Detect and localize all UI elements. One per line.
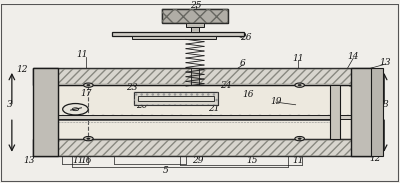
Bar (352, 68, 373, 156)
Circle shape (63, 104, 88, 115)
Bar (32, 68, 58, 156)
Bar (191, 68, 199, 85)
Bar (186, 23, 204, 27)
Text: 26: 26 (240, 33, 252, 42)
Text: 20: 20 (136, 101, 148, 110)
Text: 12: 12 (370, 154, 381, 163)
Text: 29: 29 (192, 156, 204, 165)
Text: 11: 11 (292, 156, 304, 165)
Bar (58, 115, 352, 119)
Text: 11: 11 (73, 156, 84, 165)
Text: 7: 7 (40, 111, 46, 120)
Bar (162, 9, 228, 23)
Bar (162, 9, 228, 23)
Text: 3: 3 (383, 100, 389, 109)
Bar (330, 85, 340, 139)
Circle shape (84, 83, 93, 87)
Text: 9: 9 (362, 98, 368, 107)
Bar (32, 68, 373, 85)
Text: 25: 25 (190, 1, 202, 10)
Circle shape (295, 137, 304, 141)
Text: 13: 13 (380, 58, 391, 67)
Text: 11: 11 (77, 50, 88, 59)
Bar (34, 139, 372, 156)
Text: 13: 13 (24, 156, 35, 165)
Text: 33: 33 (354, 81, 365, 90)
Text: 17: 17 (81, 89, 92, 98)
Text: 12: 12 (17, 65, 28, 74)
Bar (132, 36, 216, 39)
Bar (32, 139, 373, 156)
Text: 16: 16 (242, 90, 254, 100)
Circle shape (84, 137, 93, 141)
Text: 16: 16 (81, 156, 92, 165)
Circle shape (298, 138, 301, 139)
Bar (112, 32, 244, 36)
Text: 23: 23 (126, 83, 138, 92)
Text: 14: 14 (348, 52, 359, 61)
Text: 21: 21 (208, 104, 220, 113)
Circle shape (298, 84, 301, 86)
Text: 11: 11 (292, 54, 304, 63)
Bar (34, 69, 372, 84)
Text: 15: 15 (246, 156, 258, 165)
Circle shape (295, 83, 304, 87)
Bar (138, 96, 214, 101)
Text: 34: 34 (43, 93, 54, 102)
Bar (191, 27, 199, 32)
Text: 19: 19 (270, 97, 282, 106)
Bar (134, 92, 218, 105)
Text: 5: 5 (163, 166, 169, 175)
Text: 6: 6 (240, 59, 246, 68)
Bar (58, 85, 352, 139)
Bar (134, 92, 218, 105)
Circle shape (87, 138, 90, 139)
Bar (372, 68, 382, 156)
Circle shape (87, 84, 90, 86)
Text: 24: 24 (220, 81, 232, 90)
Text: 3: 3 (6, 100, 12, 109)
Text: 28: 28 (356, 115, 367, 124)
